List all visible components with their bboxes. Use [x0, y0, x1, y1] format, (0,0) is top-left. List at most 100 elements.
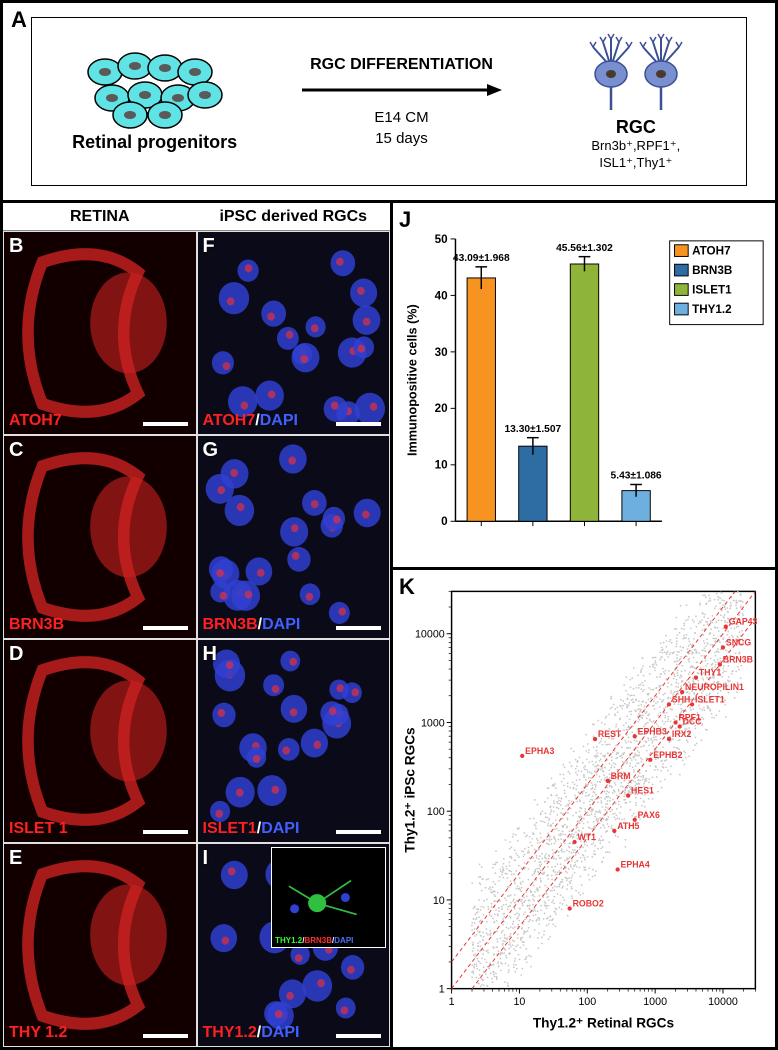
panel-letter-f: F — [203, 235, 215, 258]
diff-sub2: 15 days — [302, 130, 502, 147]
svg-text:HES1: HES1 — [631, 786, 654, 796]
scale-bar — [143, 626, 188, 630]
svg-text:BRM: BRM — [611, 771, 631, 781]
inset-label: THY1.2/BRN3B/DAPI — [275, 936, 353, 945]
figure-container: A Retinal progenitors RGC DIFFERENTIATIO… — [0, 0, 778, 1050]
panel-letter-b: B — [9, 235, 23, 258]
panel-letter-e: E — [9, 847, 22, 870]
rgc-neurons-icon — [566, 32, 706, 112]
svg-text:EPHB2: EPHB2 — [653, 750, 682, 760]
arrow-icon — [302, 80, 502, 100]
svg-text:10: 10 — [433, 895, 445, 907]
svg-text:43.09±1.968: 43.09±1.968 — [453, 253, 510, 264]
svg-text:30: 30 — [435, 346, 448, 359]
micrograph-marker-label: THY1.2/DAPI — [203, 1024, 300, 1042]
micrograph-marker-label: BRN3B/DAPI — [203, 616, 301, 634]
rgc-block: RGC Brn3b⁺,RPF1⁺, ISL1⁺,Thy1⁺ — [566, 32, 706, 172]
progenitor-block: Retinal progenitors — [72, 50, 237, 153]
svg-text:REST: REST — [598, 729, 622, 739]
scale-bar — [336, 830, 381, 834]
svg-text:1000: 1000 — [421, 717, 445, 729]
svg-text:ISLET1: ISLET1 — [695, 694, 725, 704]
col-header-retina: RETINA — [3, 203, 197, 231]
rgc-title: RGC — [566, 117, 706, 138]
panel-letter-d: D — [9, 643, 23, 666]
micrograph-h: H ISLET1/DAPI — [197, 639, 391, 843]
lower-container: RETINA iPSC derived RGCs B ATOH7 F ATOH7… — [3, 203, 775, 1047]
svg-text:NEUROPILIN1: NEUROPILIN1 — [685, 682, 744, 692]
micrograph-marker-label: ISLET1/DAPI — [203, 820, 300, 838]
scale-bar — [143, 830, 188, 834]
svg-text:BRN3B: BRN3B — [692, 264, 732, 277]
svg-text:GAP43: GAP43 — [729, 617, 758, 627]
svg-text:SNCG: SNCG — [726, 637, 751, 647]
panel-a: A Retinal progenitors RGC DIFFERENTIATIO… — [3, 3, 775, 203]
scale-bar — [336, 626, 381, 630]
svg-text:ROBO2: ROBO2 — [573, 899, 604, 909]
panel-a-inner: Retinal progenitors RGC DIFFERENTIATION … — [31, 17, 747, 186]
svg-text:10000: 10000 — [415, 629, 445, 641]
scale-bar — [143, 422, 188, 426]
rgc-sub2: ISL1⁺,Thy1⁺ — [566, 155, 706, 172]
svg-text:Thy1.2⁺ Retinal RGCs: Thy1.2⁺ Retinal RGCs — [533, 1016, 675, 1031]
svg-text:100: 100 — [427, 806, 445, 818]
panel-letter-g: G — [203, 439, 219, 462]
svg-text:ATH5: ATH5 — [617, 821, 639, 831]
scale-bar — [143, 1034, 188, 1038]
micrograph-marker-label: ATOH7 — [9, 412, 62, 430]
svg-text:10: 10 — [513, 996, 525, 1008]
svg-text:20: 20 — [435, 402, 448, 415]
micrograph-d: D ISLET 1 — [3, 639, 197, 843]
differentiation-block: RGC DIFFERENTIATION E14 CM 15 days — [302, 56, 502, 147]
micrograph-i: I THY1.2/BRN3B/DAPI THY1.2/DAPI — [197, 843, 391, 1047]
micrograph-marker-label: ISLET 1 — [9, 820, 68, 838]
svg-text:EPHA4: EPHA4 — [621, 860, 650, 870]
panel-letter-h: H — [203, 643, 217, 666]
bar-chart: 01020304050Immunopositive cells (%)43.09… — [399, 209, 769, 561]
svg-text:1: 1 — [439, 984, 445, 996]
svg-text:13.30±1.507: 13.30±1.507 — [504, 424, 561, 435]
svg-text:EPHB3: EPHB3 — [638, 726, 667, 736]
micrograph-marker-label: THY 1.2 — [9, 1024, 67, 1042]
bar-chart-panel: J 01020304050Immunopositive cells (%)43.… — [393, 203, 775, 570]
svg-text:1000: 1000 — [643, 996, 667, 1008]
diff-sub1: E14 CM — [302, 109, 502, 126]
svg-text:SHH: SHH — [672, 694, 690, 704]
panel-letter-k: K — [399, 574, 415, 600]
svg-text:Immunopositive cells (%): Immunopositive cells (%) — [406, 304, 420, 456]
rgc-sub1: Brn3b⁺,RPF1⁺, — [566, 138, 706, 155]
svg-text:PAX6: PAX6 — [638, 810, 660, 820]
svg-text:50: 50 — [435, 233, 448, 246]
inset-panel-i: THY1.2/BRN3B/DAPI — [271, 847, 386, 948]
svg-text:DCC: DCC — [683, 717, 703, 727]
progenitors-icon — [80, 50, 230, 130]
svg-text:THY1: THY1 — [699, 668, 722, 678]
micrograph-g: G BRN3B/DAPI — [197, 435, 391, 639]
scale-bar — [336, 422, 381, 426]
scale-bar — [336, 1034, 381, 1038]
micrograph-b: B ATOH7 — [3, 231, 197, 435]
svg-text:5.43±1.086: 5.43±1.086 — [611, 471, 662, 482]
svg-text:ISLET1: ISLET1 — [692, 283, 732, 296]
panel-letter-j: J — [399, 207, 411, 233]
svg-text:EPHA3: EPHA3 — [525, 746, 554, 756]
micrograph-marker-label: BRN3B — [9, 616, 64, 634]
micrograph-marker-label: ATOH7/DAPI — [203, 412, 298, 430]
svg-text:Thy1.2⁺ iPSc RGCs: Thy1.2⁺ iPSc RGCs — [403, 727, 418, 853]
micrograph-e: E THY 1.2 — [3, 843, 197, 1047]
svg-text:0: 0 — [441, 515, 448, 528]
col-header-ipsc: iPSC derived RGCs — [197, 203, 391, 231]
svg-text:1: 1 — [449, 996, 455, 1008]
scatter-chart: 111010100100100010001000010000Thy1.2⁺ Re… — [399, 576, 769, 1041]
progenitor-label: Retinal progenitors — [72, 132, 237, 153]
diff-title: RGC DIFFERENTIATION — [302, 56, 502, 74]
charts-container: J 01020304050Immunopositive cells (%)43.… — [393, 203, 775, 1047]
svg-text:10000: 10000 — [708, 996, 738, 1008]
micrograph-grid: RETINA iPSC derived RGCs B ATOH7 F ATOH7… — [3, 203, 393, 1047]
svg-text:45.56±1.302: 45.56±1.302 — [556, 243, 613, 254]
micrograph-c: C BRN3B — [3, 435, 197, 639]
svg-text:BRN3B: BRN3B — [723, 655, 753, 665]
micrograph-f: F ATOH7/DAPI — [197, 231, 391, 435]
svg-text:WT1: WT1 — [578, 832, 597, 842]
panel-letter-i: I — [203, 847, 209, 870]
